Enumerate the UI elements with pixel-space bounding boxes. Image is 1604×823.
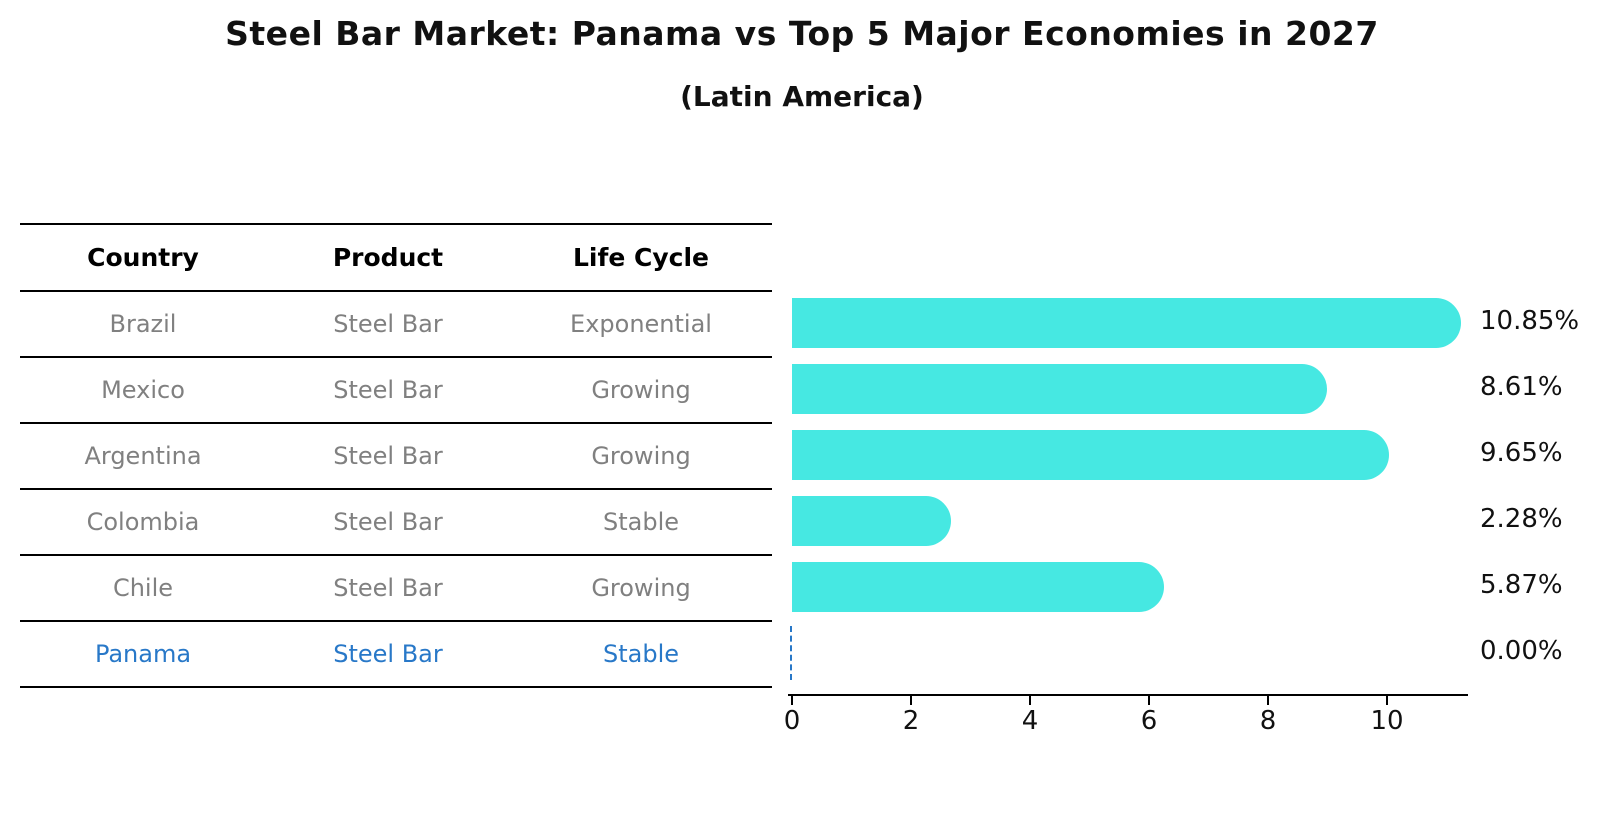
bar-colombia: [792, 496, 951, 546]
bar-value-label: 0.00%: [1480, 636, 1563, 666]
table-row: Colombia Steel Bar Stable: [20, 490, 772, 556]
x-axis-tick-label: 0: [783, 706, 801, 736]
table-row: Brazil Steel Bar Exponential: [20, 292, 772, 358]
x-axis-tick: [791, 696, 793, 705]
lifecycle-cell: Growing: [591, 376, 691, 404]
table-row: Argentina Steel Bar Growing: [20, 424, 772, 490]
x-axis-tick-label: 6: [1140, 706, 1158, 736]
bar-brazil: [792, 298, 1461, 348]
bar-value-label: 2.28%: [1480, 504, 1563, 534]
column-header-lifecycle: Life Cycle: [572, 243, 710, 272]
product-cell: Steel Bar: [333, 310, 443, 338]
x-axis-tick-label: 2: [902, 706, 920, 736]
bar-value-label: 8.61%: [1480, 372, 1563, 402]
bar-value-label: 5.87%: [1480, 570, 1563, 600]
table-row: Mexico Steel Bar Growing: [20, 358, 772, 424]
x-axis-tick-label: 8: [1259, 706, 1277, 736]
product-cell: Steel Bar: [333, 508, 443, 536]
lifecycle-cell: Stable: [602, 508, 680, 536]
bar-chile: [792, 562, 1164, 612]
chart-title: Steel Bar Market: Panama vs Top 5 Major …: [225, 14, 1379, 53]
table-row: Chile Steel Bar Growing: [20, 556, 772, 622]
product-cell: Steel Bar: [333, 442, 443, 470]
lifecycle-cell: Stable: [602, 640, 680, 668]
bar-value-label: 10.85%: [1480, 306, 1580, 336]
country-cell: Panama: [94, 640, 192, 668]
product-cell: Steel Bar: [333, 574, 443, 602]
comparison-table: Country Product Life Cycle Brazil Steel B…: [20, 223, 772, 688]
product-cell: Steel Bar: [333, 376, 443, 404]
x-axis-tick: [1029, 696, 1031, 705]
lifecycle-cell: Exponential: [570, 310, 712, 338]
bar-argentina: [792, 430, 1389, 480]
country-cell: Mexico: [101, 376, 185, 404]
x-axis-tick: [1386, 696, 1388, 705]
lifecycle-cell: Growing: [591, 442, 691, 470]
column-header-country: Country: [87, 243, 199, 272]
table-header-row: Country Product Life Cycle: [20, 225, 772, 292]
country-cell: Argentina: [84, 442, 202, 470]
country-cell: Brazil: [109, 310, 177, 338]
country-cell: Colombia: [86, 508, 200, 536]
x-axis-tick-label: 10: [1370, 706, 1404, 736]
lifecycle-cell: Growing: [591, 574, 691, 602]
x-axis-tick: [1148, 696, 1150, 705]
product-cell: Steel Bar: [333, 640, 443, 668]
zero-value-dashed-marker: [790, 626, 792, 680]
x-axis: [788, 694, 1468, 696]
x-axis-tick: [910, 696, 912, 705]
bar-value-label: 9.65%: [1480, 438, 1563, 468]
column-header-product: Product: [332, 243, 444, 272]
chart-subtitle: (Latin America): [680, 80, 924, 113]
x-axis-tick: [1267, 696, 1269, 705]
x-axis-tick-label: 4: [1021, 706, 1039, 736]
country-cell: Chile: [112, 574, 174, 602]
bar-mexico: [792, 364, 1327, 414]
table-row: Panama Steel Bar Stable: [20, 622, 772, 688]
